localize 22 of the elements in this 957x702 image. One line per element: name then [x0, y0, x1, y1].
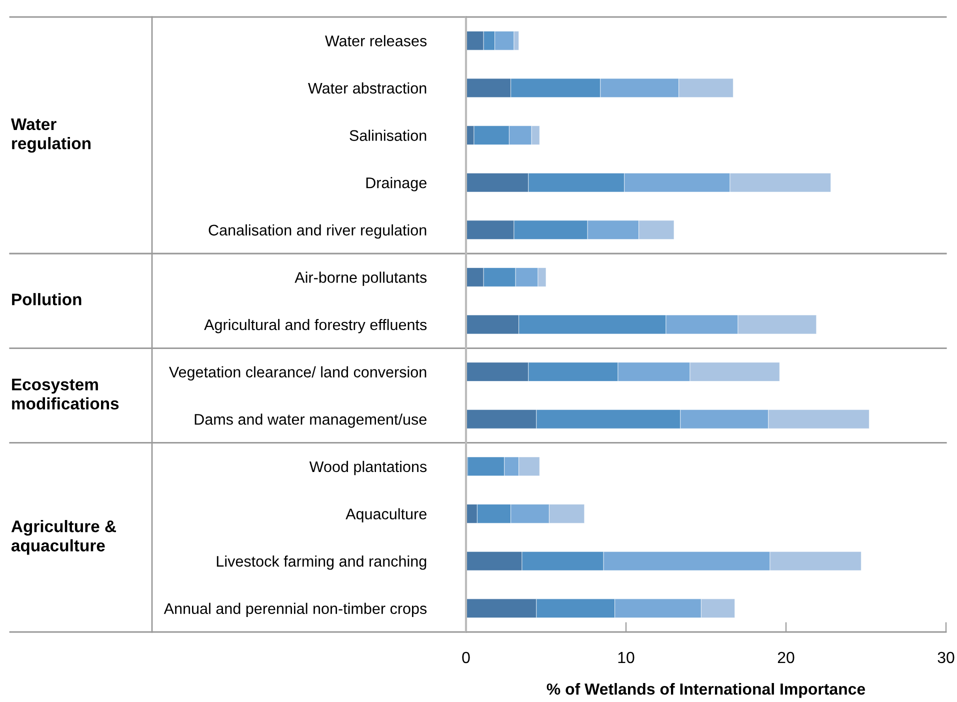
y-tick-label: Drainage	[366, 177, 426, 192]
y-tick-label: Salinisation	[350, 130, 426, 141]
y-tick-label: Annual and perennial non-timber crops	[164, 602, 427, 618]
x-tick-label: 0	[462, 652, 470, 664]
text: Agriculture & aquaculture	[11, 520, 116, 555]
y-tick-label: Water abstraction	[308, 82, 426, 94]
text: Pollution	[12, 293, 82, 306]
y-tick-label: Aquaculture	[346, 508, 426, 522]
y-tick-label: Wood plantations	[309, 460, 427, 476]
x-tick-label: 30	[938, 652, 954, 664]
y-tick-label: Water releases	[325, 35, 427, 46]
x-tick-label: 10	[618, 652, 634, 664]
text: Water regulation	[10, 118, 90, 153]
y-tick-label: Agricultural and forestry effluents	[204, 318, 427, 334]
y-tick-label: Vegetation clearance/ land conversion	[168, 366, 426, 381]
x-tick-label: 20	[778, 652, 794, 664]
y-tick-label: Canalisation and river regulation	[208, 224, 426, 239]
y-tick-label: Air-borne pollutants	[294, 272, 427, 286]
y-tick-label: Dams and water management/use	[194, 414, 426, 428]
y-tick-label: Livestock farming and ranching	[216, 556, 426, 570]
text: Ecosystem modifications	[12, 378, 119, 410]
x-axis-title: % of Wetlands of International Importance	[546, 683, 866, 698]
